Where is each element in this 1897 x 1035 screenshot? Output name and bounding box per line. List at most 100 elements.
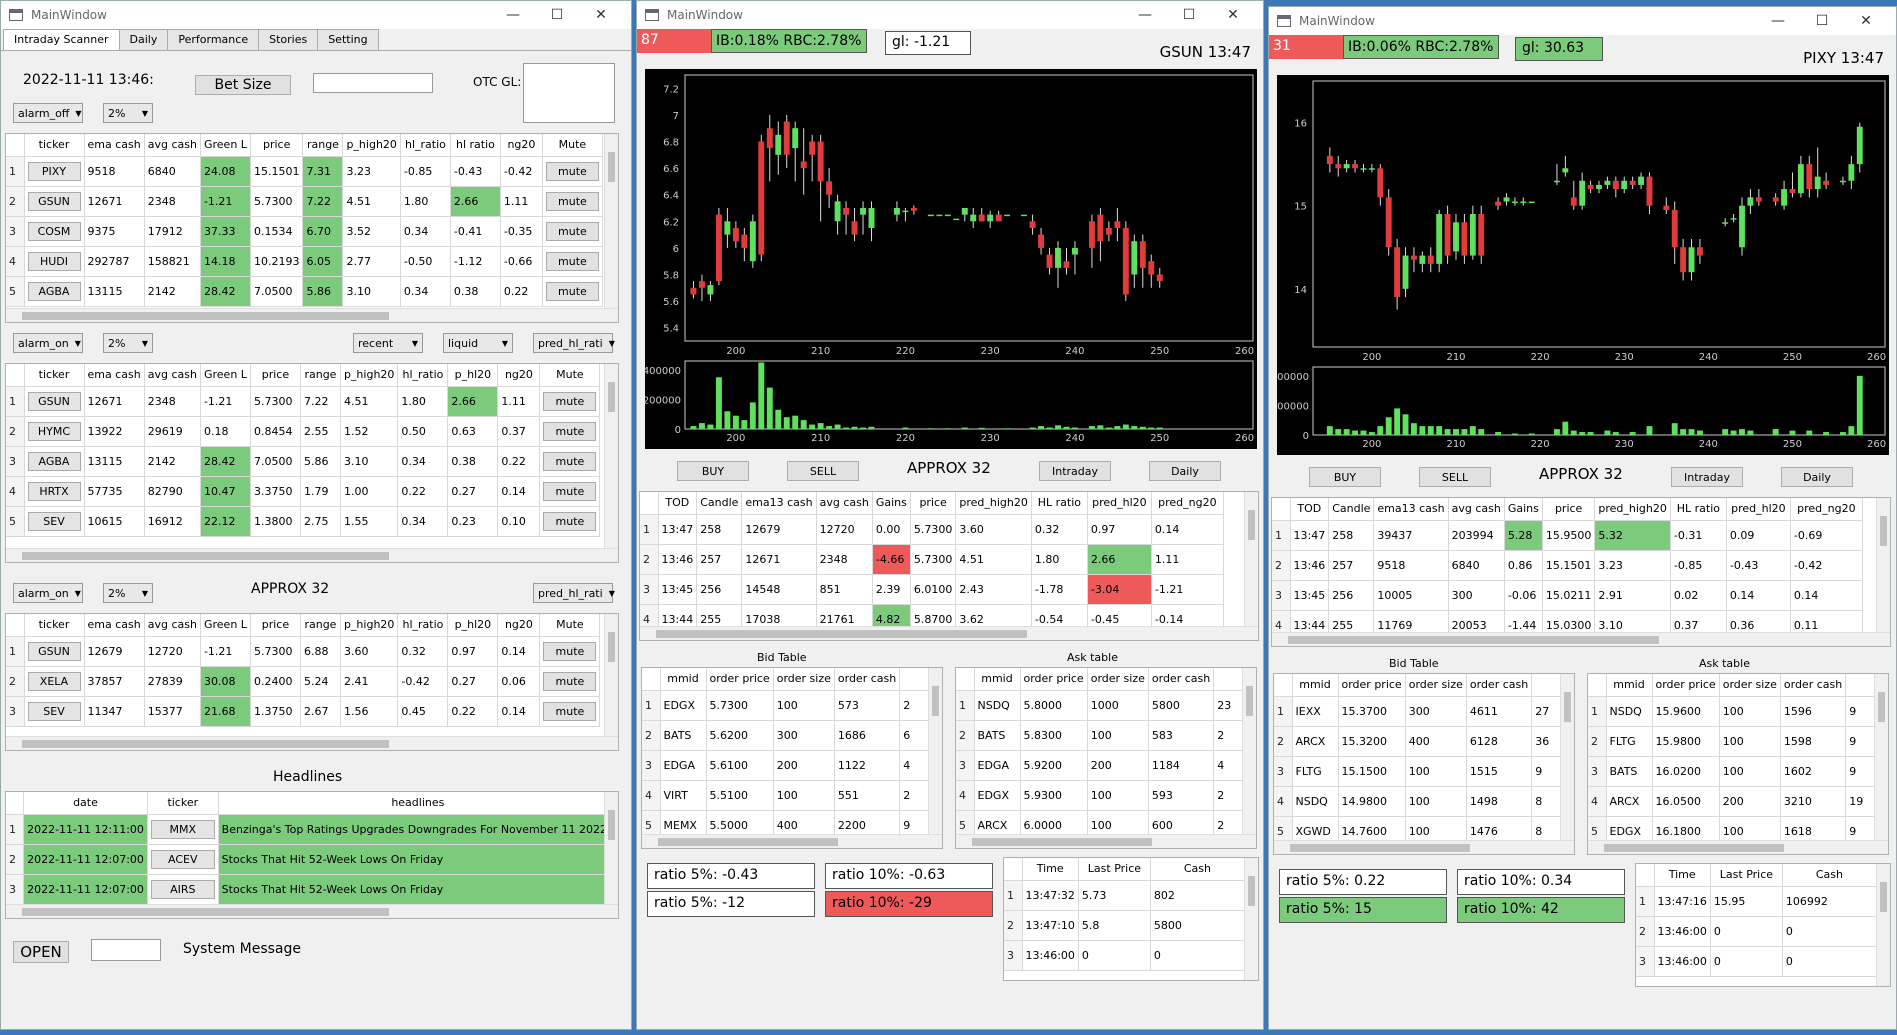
column-header[interactable]: range (300, 614, 341, 637)
table-row[interactable]: 3 EDGA 5.6100 200 1122 4 (642, 750, 931, 781)
column-header[interactable]: hl_ratio (397, 614, 449, 637)
table-row[interactable]: 1 13:47 258 12679 12720 0.00 5.7300 3.60 0.32 0.9… (640, 514, 1224, 545)
scroll-thumb[interactable] (1248, 876, 1255, 906)
vertical-scrollbar[interactable] (1876, 864, 1890, 986)
ticker-cell[interactable]: GSUN (24, 186, 85, 217)
table-row[interactable]: 2 13:47:10 5.8 5800 (1004, 910, 1245, 941)
alarm-select-3[interactable]: alarm_on ▼ (13, 583, 83, 603)
column-header[interactable]: ema cash (84, 364, 145, 387)
ticker-button[interactable]: AIRS (150, 879, 215, 899)
table-row[interactable]: 3 BATS 16.0200 100 1602 9 (1588, 756, 1877, 787)
table-row[interactable]: 4 EDGX 5.9300 100 593 2 (956, 780, 1245, 811)
horizontal-scrollbar[interactable] (1272, 632, 1890, 646)
ticker-button[interactable]: HUDI (27, 251, 81, 271)
horizontal-scrollbar[interactable] (6, 548, 618, 562)
column-header[interactable]: Green L (200, 614, 251, 637)
mute-button[interactable]: mute (543, 671, 597, 691)
ticker-button[interactable]: HYMC (27, 421, 81, 441)
ticker-cell[interactable]: COSM (24, 216, 85, 247)
column-header[interactable]: price (250, 364, 301, 387)
column-header[interactable]: Candle (1328, 498, 1375, 521)
column-header[interactable]: Last Price (1710, 864, 1783, 887)
column-header[interactable]: order price (1652, 674, 1720, 697)
column-header[interactable]: avg cash (144, 614, 201, 637)
bet-size-button[interactable]: Bet Size (195, 75, 291, 95)
column-header[interactable]: Mute (539, 364, 601, 387)
mute-button[interactable]: mute (545, 221, 599, 241)
table-row[interactable]: 5 SEV 10615 16912 22.12 1.3800 2.75 1.55 0.34 0.2… (6, 506, 601, 537)
tab-daily[interactable]: Daily (118, 29, 169, 50)
table-row[interactable]: 5 AGBA 13115 2142 28.42 7.0500 5.86 3.10 0.34 0.3… (6, 276, 603, 307)
buy-button[interactable]: BUY (677, 461, 749, 481)
table-row[interactable]: 1 NSDQ 5.8000 1000 5800 23 (956, 690, 1245, 721)
table-row[interactable]: 3 EDGA 5.9200 200 1184 4 (956, 750, 1245, 781)
column-header[interactable]: price (1542, 498, 1596, 521)
mute-cell[interactable]: mute (539, 386, 601, 417)
column-header[interactable]: pred_high20 (1594, 498, 1671, 521)
table-row[interactable]: 2 HYMC 13922 29619 0.18 0.8454 2.55 1.52 0.50 0.6… (6, 416, 601, 447)
scroll-thumb[interactable] (608, 152, 615, 182)
mute-button[interactable]: mute (545, 191, 599, 211)
column-header[interactable]: avg cash (144, 134, 201, 157)
column-header[interactable]: ticker (24, 364, 85, 387)
column-header[interactable]: order cash (1466, 674, 1533, 697)
sell-button[interactable]: SELL (1419, 467, 1491, 487)
close-icon[interactable]: ✕ (595, 7, 607, 23)
table-row[interactable]: 4 ARCX 16.0500 200 3210 19 (1588, 786, 1877, 817)
table-row[interactable]: 1 EDGX 5.7300 100 573 2 (642, 690, 931, 721)
alarm-select-2[interactable]: alarm_on ▼ (13, 333, 83, 353)
column-header[interactable]: Candle (696, 492, 743, 515)
ticker-cell[interactable]: PIXY (24, 156, 85, 187)
table-row[interactable]: 2 13:46:00 0 0 (1636, 916, 1877, 947)
table-row[interactable]: 2 2022-11-11 12:07:00 ACEV Stocks That Hit … (6, 844, 618, 875)
vertical-scrollbar[interactable] (1874, 674, 1888, 840)
scroll-thumb[interactable] (22, 908, 390, 916)
scroll-thumb[interactable] (1248, 510, 1255, 540)
column-header[interactable]: ticker (24, 134, 85, 157)
table-row[interactable]: 1 GSUN 12671 2348 -1.21 5.7300 7.22 4.51 1.80 2.6… (6, 386, 601, 417)
ticker-cell[interactable]: SEV (24, 506, 85, 537)
mute-button[interactable]: mute (543, 511, 597, 531)
scroll-thumb[interactable] (1880, 882, 1887, 912)
minimize-icon[interactable]: — (1771, 13, 1785, 29)
table-row[interactable]: 4 HUDI 292787 158821 14.18 10.2193 6.05 2.77 -0.… (6, 246, 603, 277)
headline-cell[interactable]: Stocks That Hit 52-Week Lows On Friday (218, 874, 618, 905)
vertical-scrollbar[interactable] (604, 134, 618, 308)
table-row[interactable]: 3 FLTG 15.1500 100 1515 9 (1274, 756, 1563, 787)
open-button[interactable]: OPEN (13, 941, 69, 963)
ticker-button[interactable]: ACEV (150, 849, 215, 869)
intraday-button[interactable]: Intraday (1039, 461, 1111, 481)
scroll-thumb[interactable] (1290, 844, 1470, 852)
table-row[interactable]: 1 IEXX 15.3700 300 4611 27 (1274, 696, 1563, 727)
column-header[interactable]: ema cash (84, 614, 145, 637)
horizontal-scrollbar[interactable] (6, 736, 618, 750)
column-header[interactable]: p_hl20 (447, 364, 499, 387)
scroll-thumb[interactable] (932, 686, 939, 716)
metric-select-2[interactable]: pred_hl_rati ▼ (533, 583, 615, 603)
column-header[interactable]: mmid (974, 668, 1021, 691)
mute-button[interactable]: mute (543, 481, 597, 501)
column-header[interactable]: Green L (200, 134, 251, 157)
column-header[interactable]: range (300, 364, 341, 387)
scroll-thumb[interactable] (1288, 636, 1659, 644)
close-icon[interactable]: ✕ (1227, 7, 1239, 23)
column-header[interactable]: Last Price (1078, 858, 1151, 881)
ticker-button[interactable]: AGBA (27, 281, 81, 301)
mute-button[interactable]: mute (543, 701, 597, 721)
ticker-cell[interactable]: ACEV (147, 844, 219, 875)
column-header[interactable]: pred_high20 (955, 492, 1032, 515)
table-row[interactable]: 1 13:47:32 5.73 802 (1004, 880, 1245, 911)
table-row[interactable]: 2 13:46 257 12671 2348 -4.66 5.7300 4.51 1.80 2.6… (640, 544, 1224, 575)
column-header[interactable]: Gains (1504, 498, 1543, 521)
column-header[interactable]: order price (1020, 668, 1088, 691)
column-header[interactable]: pred_hl20 (1726, 498, 1791, 521)
scroll-thumb[interactable] (1880, 516, 1887, 546)
table-row[interactable]: 2 XELA 37857 27839 30.08 0.2400 5.24 2.41 -0.42 0… (6, 666, 601, 697)
mute-button[interactable]: mute (543, 421, 597, 441)
column-header[interactable]: order price (706, 668, 774, 691)
scroll-thumb[interactable] (1604, 844, 1784, 852)
ticker-button[interactable]: AGBA (27, 451, 81, 471)
column-header[interactable]: ng20 (500, 134, 543, 157)
column-header[interactable]: ema cash (84, 134, 145, 157)
table-row[interactable]: 1 PIXY 9518 6840 24.08 15.1501 7.31 3.23 -0.85 -0… (6, 156, 603, 187)
